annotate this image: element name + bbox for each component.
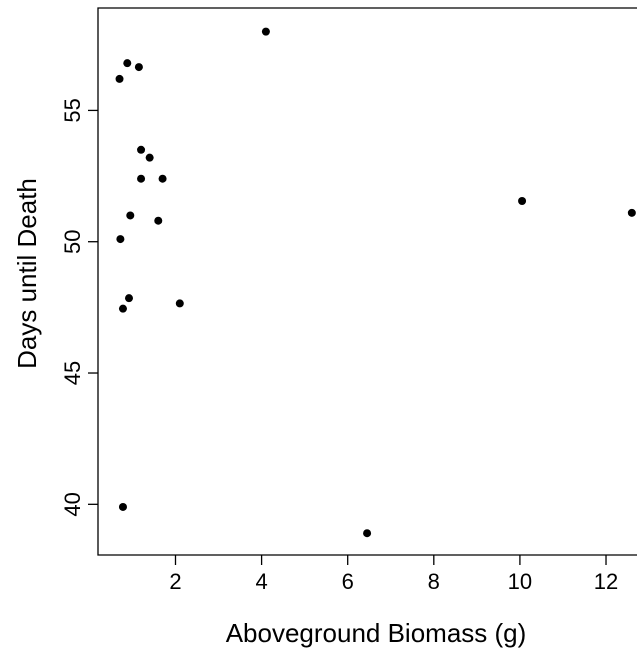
x-axis-title: Aboveground Biomass (g): [226, 618, 527, 648]
data-point: [116, 235, 125, 244]
data-point: [154, 216, 163, 225]
data-point: [123, 59, 132, 68]
data-point: [118, 502, 127, 511]
plot-axes: [97, 7, 637, 556]
x-tick-label: 4: [255, 569, 267, 594]
data-point: [518, 197, 527, 206]
y-tick-label: 50: [60, 229, 85, 253]
data-point: [137, 145, 146, 154]
data-point: [126, 211, 135, 220]
y-axis: 40 45 50 55: [60, 98, 98, 517]
x-tick-label: 8: [428, 569, 440, 594]
data-point: [261, 27, 270, 36]
data-point: [118, 304, 127, 313]
data-point: [134, 63, 143, 72]
y-tick-label: 45: [60, 361, 85, 385]
data-point: [158, 174, 167, 183]
data-point: [115, 74, 124, 83]
x-tick-label: 2: [169, 569, 181, 594]
plot-frame: [97, 7, 637, 556]
data-point: [137, 174, 146, 183]
y-tick-label: 55: [60, 98, 85, 122]
data-points: [115, 27, 636, 538]
data-point: [627, 208, 636, 217]
data-point: [145, 153, 154, 162]
x-tick-label: 12: [594, 569, 618, 594]
x-axis: 2 4 6 8 10 12: [169, 555, 618, 594]
y-tick-label: 40: [60, 492, 85, 516]
y-axis-title: Days until Death: [12, 178, 42, 369]
data-point: [124, 294, 133, 303]
data-point: [363, 529, 372, 538]
data-point: [175, 299, 184, 308]
x-tick-label: 6: [342, 569, 354, 594]
x-tick-label: 10: [508, 569, 532, 594]
